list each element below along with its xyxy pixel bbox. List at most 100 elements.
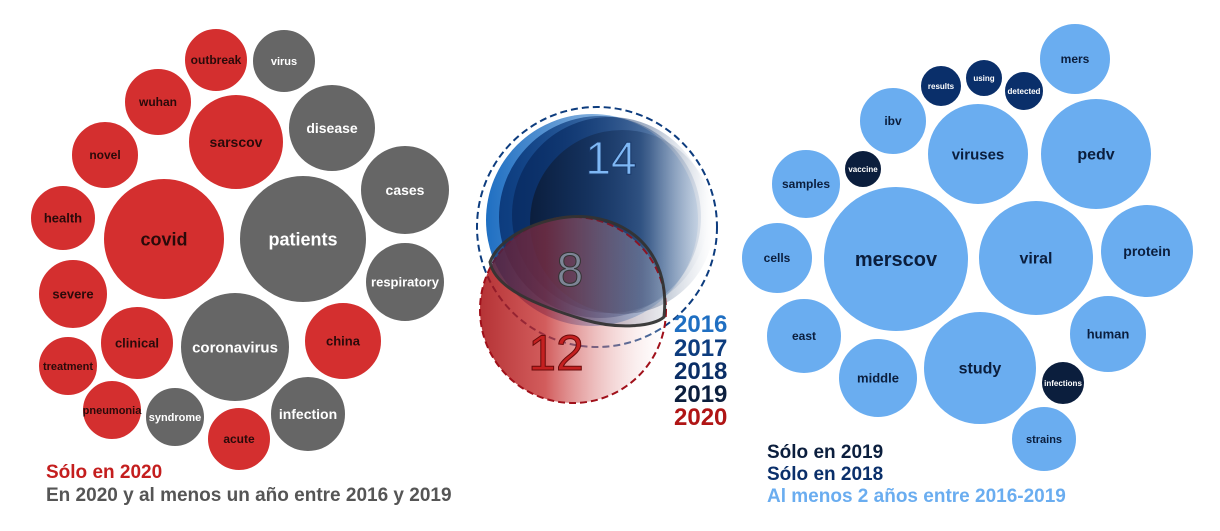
left-bubble-outbreak: outbreak (183, 27, 249, 93)
bubble-label: treatment (43, 361, 93, 373)
right-bubble-results: results (919, 64, 963, 108)
left-bubble-acute: acute (206, 406, 272, 472)
bubble-circle (858, 86, 928, 156)
right-bubble-human: human (1068, 294, 1148, 374)
bubble-circle (29, 184, 97, 252)
bubble-label: wuhan (138, 95, 177, 109)
left-bubble-severe: severe (37, 258, 109, 330)
left-bubble-china: china (303, 301, 383, 381)
bubble-label: strains (1026, 434, 1062, 446)
left-bubble-patients: patients (238, 174, 368, 304)
bubble-label: pedv (1077, 147, 1114, 164)
bubble-label: coronavirus (192, 339, 278, 356)
bubble-circle (843, 149, 883, 189)
bubble-label: respiratory (371, 275, 440, 290)
right-bubble-study: study (922, 310, 1038, 426)
left-bubble-respiratory: respiratory (364, 241, 446, 323)
bubble-circle (179, 291, 291, 403)
bubble-label: study (959, 361, 1002, 378)
legend-only-2019: Sólo en 2019 (767, 442, 883, 463)
bubble-label: cells (764, 251, 791, 265)
bubble-circle (359, 144, 451, 236)
bubble-circle (740, 221, 814, 295)
year-2018-label: 2018 (674, 358, 727, 385)
left-bubble-treatment: treatment (37, 335, 99, 397)
count-both: 8 (557, 244, 584, 297)
bubble-label: health (44, 211, 82, 226)
bubble-circle (238, 174, 368, 304)
bubble-label: merscov (855, 249, 938, 271)
bubble-circle (837, 337, 919, 419)
bubble-label: middle (857, 371, 899, 386)
right-bubble-cells: cells (740, 221, 814, 295)
right-legend: Sólo en 2019 Sólo en 2018 Al menos 2 año… (767, 442, 1066, 507)
bubble-circle (1068, 294, 1148, 374)
bubble-label: china (326, 334, 361, 349)
legend-multi-years: Al menos 2 años entre 2016-2019 (767, 486, 1066, 507)
bubble-circle (919, 64, 963, 108)
left-bubble-infection: infection (269, 375, 347, 453)
bubble-circle (81, 379, 143, 441)
left-bubble-covid: covid (102, 177, 226, 301)
bubble-circle (99, 305, 175, 381)
left-bubble-clinical: clinical (99, 305, 175, 381)
year-legend: 2016 2017 2018 2019 2020 (674, 311, 727, 431)
bubble-label: infection (279, 406, 337, 422)
bubble-label: using (973, 74, 994, 83)
bubble-circle (37, 258, 109, 330)
bubble-circle (977, 199, 1095, 317)
right-bubble-using: using (964, 58, 1004, 98)
right-bubble-protein: protein (1099, 203, 1195, 299)
bubble-label: disease (306, 120, 358, 136)
bubble-label: sarscov (210, 134, 263, 150)
right-bubble-viruses: viruses (926, 102, 1030, 206)
count-only-earlier: 14 (585, 132, 636, 184)
bubble-circle (123, 67, 193, 137)
left-bubble-cluster: covid patients coronavirus sarscov disease ca… (29, 27, 451, 472)
count-only-2020: 12 (528, 325, 584, 381)
bubble-circle (964, 58, 1004, 98)
left-legend: Sólo en 2020 En 2020 y al menos un año e… (46, 462, 452, 506)
bubble-label: syndrome (149, 412, 202, 424)
right-bubble-vaccine: vaccine (843, 149, 883, 189)
venn-diagram: 14 8 12 (476, 106, 718, 404)
bubble-label: human (1087, 327, 1130, 342)
bubble-label: severe (52, 287, 93, 302)
bubble-label: samples (782, 177, 830, 191)
bubble-circle (37, 335, 99, 397)
bubble-circle (770, 148, 842, 220)
bubble-circle (251, 28, 317, 94)
right-bubble-middle: middle (837, 337, 919, 419)
bubble-circle (1039, 97, 1153, 211)
legend-2020-and-earlier: En 2020 y al menos un año entre 2016 y 2… (46, 485, 452, 506)
bubble-circle (765, 297, 843, 375)
left-bubble-novel: novel (70, 120, 140, 190)
bubble-label: detected (1008, 87, 1041, 96)
left-bubble-wuhan: wuhan (123, 67, 193, 137)
bubble-circle (70, 120, 140, 190)
right-bubble-east: east (765, 297, 843, 375)
right-bubble-merscov: merscov (822, 185, 970, 333)
right-bubble-detected: detected (1003, 70, 1045, 112)
bubble-label: outbreak (191, 53, 242, 67)
left-bubble-virus: virus (251, 28, 317, 94)
bubble-label: clinical (115, 336, 159, 351)
left-bubble-cases: cases (359, 144, 451, 236)
bubble-label: infections (1044, 379, 1082, 388)
bubble-label: pneumonia (83, 405, 143, 417)
bubble-circle (922, 310, 1038, 426)
year-2020-label: 2020 (674, 404, 727, 431)
left-bubble-disease: disease (287, 83, 377, 173)
bubble-circle (187, 93, 285, 191)
legend-only-2018: Sólo en 2018 (767, 464, 883, 485)
left-bubble-syndrome: syndrome (144, 386, 206, 448)
year-2017-label: 2017 (674, 335, 727, 362)
bubble-label: vaccine (848, 165, 878, 174)
right-bubble-infections: infections (1040, 360, 1086, 406)
bubble-circle (926, 102, 1030, 206)
bubble-circle (1099, 203, 1195, 299)
right-bubble-mers: mers (1038, 22, 1112, 96)
bubble-circle (364, 241, 446, 323)
bubble-circle (1040, 360, 1086, 406)
